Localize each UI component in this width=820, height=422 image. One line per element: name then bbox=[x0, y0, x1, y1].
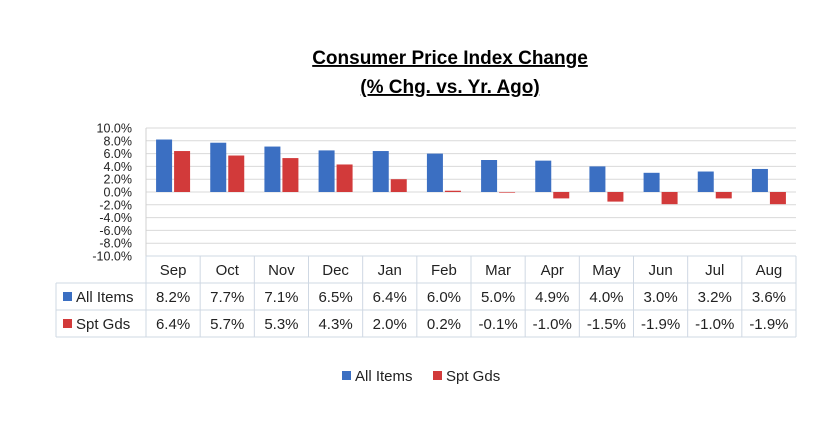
y-tick-label: -2.0% bbox=[99, 198, 132, 212]
y-axis: 10.0%8.0%6.0%4.0%2.0%0.0%-2.0%-4.0%-6.0%… bbox=[92, 122, 147, 264]
table-cell: 7.7% bbox=[210, 289, 244, 306]
table-cell: 6.5% bbox=[318, 289, 352, 306]
bar-spt-gds-sep bbox=[174, 151, 191, 192]
bar-all-items-feb bbox=[426, 153, 443, 192]
bar-spt-gds-feb bbox=[444, 190, 461, 192]
bar-spt-gds-jun bbox=[661, 192, 678, 205]
table-cell: -1.0% bbox=[533, 316, 572, 333]
table-cell: 3.6% bbox=[752, 289, 786, 306]
table-cell: 5.0% bbox=[481, 289, 515, 306]
bar-spt-gds-dec bbox=[336, 164, 353, 192]
table-cell: -1.5% bbox=[587, 316, 626, 333]
bar-spt-gds-mar bbox=[499, 192, 516, 193]
table-cell: -1.9% bbox=[749, 316, 788, 333]
bar-spt-gds-nov bbox=[282, 158, 299, 192]
table-legend-swatch bbox=[63, 319, 72, 328]
table-cell: 0.2% bbox=[427, 316, 461, 333]
bar-spt-gds-jul bbox=[715, 192, 732, 199]
category-label: Dec bbox=[322, 262, 349, 279]
legend-label: Spt Gds bbox=[446, 368, 500, 385]
bar-all-items-sep bbox=[156, 139, 173, 192]
table-cell: -1.9% bbox=[641, 316, 680, 333]
category-label: Mar bbox=[485, 262, 511, 279]
category-label: Nov bbox=[268, 262, 295, 279]
data-table: Sep Oct Nov Dec Jan Feb Mar Apr May Jun Jul Aug All … bbox=[55, 255, 797, 338]
table-cell: 2.0% bbox=[373, 316, 407, 333]
bar-all-items-apr bbox=[535, 160, 552, 192]
bar-all-items-jan bbox=[372, 151, 389, 192]
bars bbox=[156, 139, 786, 205]
bar-spt-gds-oct bbox=[228, 155, 245, 192]
table-cell: 5.3% bbox=[264, 316, 298, 333]
category-label: Jul bbox=[705, 262, 724, 279]
y-tick-label: 6.0% bbox=[104, 147, 133, 161]
y-tick-label: -8.0% bbox=[99, 237, 132, 251]
bar-all-items-jul bbox=[697, 171, 714, 192]
category-label: May bbox=[592, 262, 621, 279]
bar-spt-gds-may bbox=[607, 192, 624, 202]
legend-swatch bbox=[342, 371, 351, 380]
table-cell: 4.9% bbox=[535, 289, 569, 306]
table-cell: 5.7% bbox=[210, 316, 244, 333]
legend: All Items Spt Gds bbox=[342, 368, 500, 385]
y-tick-label: 8.0% bbox=[104, 134, 133, 148]
category-label: Apr bbox=[541, 262, 564, 279]
chart-title: Consumer Price Index Change bbox=[312, 48, 588, 69]
bar-all-items-nov bbox=[264, 146, 281, 192]
y-tick-label: -10.0% bbox=[92, 250, 132, 264]
bar-spt-gds-apr bbox=[553, 192, 570, 199]
table-series-name: Spt Gds bbox=[76, 316, 130, 333]
bar-all-items-mar bbox=[481, 160, 498, 192]
table-cell: 4.3% bbox=[318, 316, 352, 333]
bar-all-items-aug bbox=[751, 168, 768, 192]
table-cell: -1.0% bbox=[695, 316, 734, 333]
category-label: Jan bbox=[378, 262, 402, 279]
bar-spt-gds-aug bbox=[769, 192, 786, 205]
table-cell: 6.4% bbox=[156, 316, 190, 333]
category-label: Feb bbox=[431, 262, 457, 279]
table-cell: 4.0% bbox=[589, 289, 623, 306]
table-cell: -0.1% bbox=[478, 316, 517, 333]
y-tick-label: 10.0% bbox=[97, 122, 132, 136]
table-legend-swatch bbox=[63, 292, 72, 301]
table-series-name: All Items bbox=[76, 289, 134, 306]
bar-all-items-may bbox=[589, 166, 606, 192]
category-label: Aug bbox=[756, 262, 783, 279]
category-label: Oct bbox=[216, 262, 240, 279]
bar-all-items-jun bbox=[643, 172, 660, 192]
category-label: Sep bbox=[160, 262, 187, 279]
legend-label: All Items bbox=[355, 368, 413, 385]
table-cell: 6.0% bbox=[427, 289, 461, 306]
legend-swatch bbox=[433, 371, 442, 380]
y-tick-label: -4.0% bbox=[99, 211, 132, 225]
table-cell: 6.4% bbox=[373, 289, 407, 306]
y-tick-label: 0.0% bbox=[104, 186, 133, 200]
bar-all-items-oct bbox=[210, 142, 227, 192]
table-cell: 8.2% bbox=[156, 289, 190, 306]
category-label: Jun bbox=[648, 262, 672, 279]
bar-spt-gds-jan bbox=[390, 179, 407, 192]
table-cell: 3.2% bbox=[698, 289, 732, 306]
table-cell: 7.1% bbox=[264, 289, 298, 306]
chart-subtitle: (% Chg. vs. Yr. Ago) bbox=[360, 77, 539, 98]
y-tick-label: 2.0% bbox=[104, 173, 133, 187]
table-cell: 3.0% bbox=[643, 289, 677, 306]
bar-all-items-dec bbox=[318, 150, 335, 192]
y-tick-label: 4.0% bbox=[104, 160, 133, 174]
y-tick-label: -6.0% bbox=[99, 224, 132, 238]
